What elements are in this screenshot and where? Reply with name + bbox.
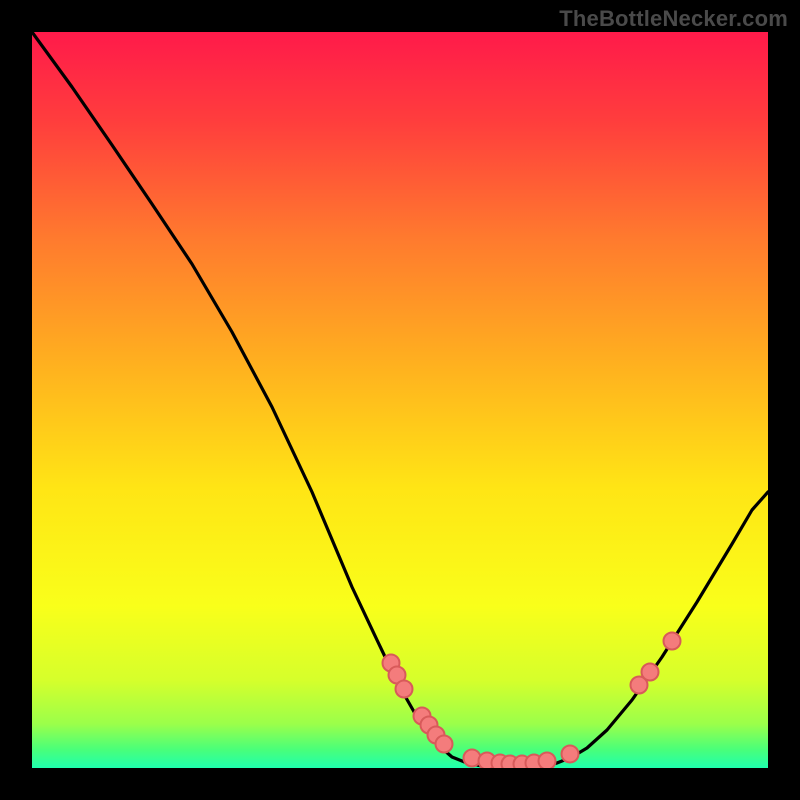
plot-area	[32, 32, 768, 768]
bottleneck-curve	[32, 32, 768, 768]
data-marker	[464, 750, 481, 767]
curve-path	[32, 32, 768, 768]
data-marker	[562, 746, 579, 763]
data-markers	[383, 633, 681, 769]
data-marker	[539, 753, 556, 769]
data-marker	[396, 681, 413, 698]
data-marker	[642, 664, 659, 681]
data-marker	[664, 633, 681, 650]
data-marker	[436, 736, 453, 753]
watermark-text: TheBottleNecker.com	[559, 6, 788, 32]
